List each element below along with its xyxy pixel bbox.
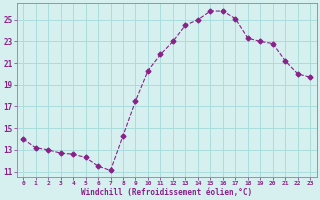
X-axis label: Windchill (Refroidissement éolien,°C): Windchill (Refroidissement éolien,°C) — [81, 188, 252, 197]
